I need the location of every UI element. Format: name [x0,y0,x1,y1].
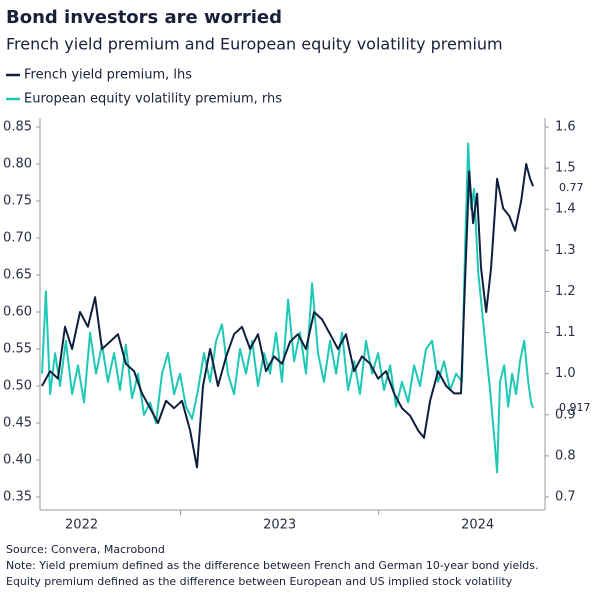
legend-label: European equity volatility premium, rhs [24,92,282,107]
series-line [41,142,535,474]
note: Source: Convera, Macrobond [6,543,165,556]
y-tick-label: 0.65 [3,268,32,283]
end-label: 0.77 [559,181,584,194]
y2-tick-label: 1.1 [555,325,576,340]
y2-tick-label: 1.5 [555,161,576,176]
y-tick-label: 0.35 [3,490,32,505]
y-tick-label: 0.40 [3,453,32,468]
y-tick-label: 0.60 [3,305,32,320]
chart-subtitle: French yield premium and European equity… [6,35,503,54]
y-tick-label: 0.55 [3,342,32,357]
y2-tick-label: 1.4 [555,202,576,217]
y2-tick-label: 0.9 [555,407,576,422]
y-tick-label: 0.85 [3,120,32,135]
y-tick-label: 0.70 [3,231,32,246]
y2-tick-label: 0.8 [555,448,576,463]
chart-title: Bond investors are worried [6,7,282,28]
y-tick-label: 0.50 [3,379,32,394]
y-tick-label: 0.80 [3,157,32,172]
legend-label: French yield premium, lhs [24,68,192,83]
x-tick-label: 2022 [65,518,98,533]
y-tick-label: 0.75 [3,194,32,209]
x-tick-label: 2023 [263,518,296,533]
y2-tick-label: 1.2 [555,284,576,299]
y-tick-label: 0.45 [3,416,32,431]
series-line [41,163,535,469]
y2-tick-label: 1.6 [555,120,576,135]
note: Equity premium defined as the difference… [6,575,513,588]
y2-tick-label: 1.0 [555,366,576,381]
end-label: 0.917 [559,401,591,414]
y2-tick-label: 1.3 [555,243,576,258]
x-tick-label: 2024 [461,518,494,533]
y2-tick-label: 0.7 [555,490,576,505]
note: Note: Yield premium defined as the diffe… [6,559,538,572]
